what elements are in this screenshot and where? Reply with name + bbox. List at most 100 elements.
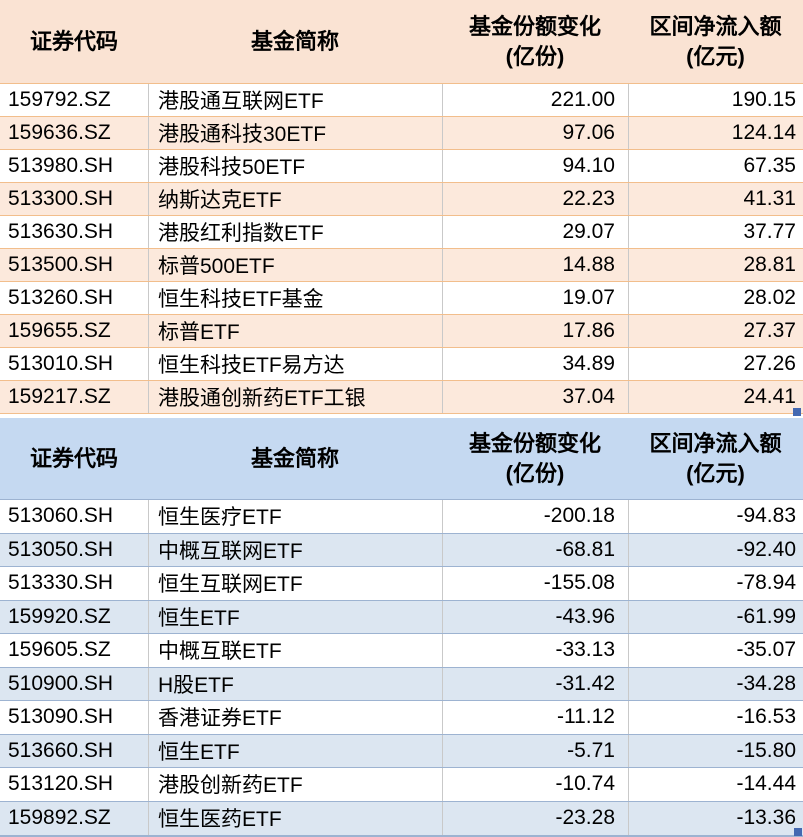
cell-share-change[interactable]: -31.42	[442, 667, 628, 700]
cell-security-code[interactable]: 513260.SH	[8, 286, 114, 309]
cell-fund-name[interactable]: 恒生科技ETF易方达	[148, 348, 442, 380]
cell-fund-name[interactable]: 恒生ETF	[148, 734, 442, 767]
cell-net-flow[interactable]: -16.53	[628, 701, 803, 734]
cell-net-flow[interactable]: 190.15	[628, 84, 803, 116]
cell-security-code[interactable]: 513980.SH	[8, 154, 114, 177]
table-row[interactable]: 513330.SH 恒生互联网ETF -155.08 -78.94	[0, 567, 803, 601]
cell-share-change[interactable]: 37.04	[442, 381, 628, 413]
cell-fund-name[interactable]: 香港证券ETF	[148, 701, 442, 734]
cell-net-flow[interactable]: 124.14	[628, 117, 803, 149]
table-row[interactable]: 159636.SZ 港股通科技30ETF 97.06 124.14	[0, 117, 803, 150]
table-row[interactable]: 513300.SH 纳斯达克ETF 22.23 41.31	[0, 183, 803, 216]
cell-security-code[interactable]: 513630.SH	[8, 220, 114, 243]
cell-security-code[interactable]: 513500.SH	[8, 253, 114, 276]
fill-handle-icon[interactable]	[794, 828, 802, 836]
table-row[interactable]: 159892.SZ 恒生医药ETF -23.28 -13.36	[0, 801, 803, 835]
cell-security-code[interactable]: 513120.SH	[8, 772, 114, 796]
cell-security-code[interactable]: 159792.SZ	[8, 88, 111, 111]
cell-net-flow[interactable]: 67.35	[628, 150, 803, 182]
cell-fund-name[interactable]: 港股通互联网ETF	[148, 84, 442, 116]
cell-net-flow[interactable]: 28.02	[628, 282, 803, 314]
cell-share-change[interactable]: 29.07	[442, 216, 628, 248]
cell-share-change[interactable]: 221.00	[442, 84, 628, 116]
cell-net-flow[interactable]: -15.80	[628, 734, 803, 767]
cell-fund-name[interactable]: 中概互联ETF	[148, 634, 442, 667]
cell-share-change[interactable]: -5.71	[442, 734, 628, 767]
table-row[interactable]: 159605.SZ 中概互联ETF -33.13 -35.07	[0, 634, 803, 668]
cell-net-flow[interactable]: -94.83	[628, 500, 803, 533]
cell-share-change[interactable]: 97.06	[442, 117, 628, 149]
table-row[interactable]: 513660.SH 恒生ETF -5.71 -15.80	[0, 734, 803, 768]
table-row[interactable]: 159655.SZ 标普ETF 17.86 27.37	[0, 315, 803, 348]
cell-security-code[interactable]: 159605.SZ	[8, 638, 111, 662]
cell-share-change[interactable]: 34.89	[442, 348, 628, 380]
table-row[interactable]: 513010.SH 恒生科技ETF易方达 34.89 27.26	[0, 348, 803, 381]
table-row[interactable]: 159217.SZ 港股通创新药ETF工银 37.04 24.41	[0, 381, 803, 414]
cell-fund-name[interactable]: 港股创新药ETF	[148, 768, 442, 801]
cell-fund-name[interactable]: 恒生ETF	[148, 600, 442, 633]
cell-fund-name[interactable]: 港股通科技30ETF	[148, 117, 442, 149]
cell-fund-name[interactable]: 恒生科技ETF基金	[148, 282, 442, 314]
cell-fund-name[interactable]: 恒生医疗ETF	[148, 500, 442, 533]
cell-net-flow[interactable]: 27.26	[628, 348, 803, 380]
cell-net-flow[interactable]: 41.31	[628, 183, 803, 215]
table-row[interactable]: 513500.SH 标普500ETF 14.88 28.81	[0, 249, 803, 282]
cell-share-change[interactable]: 22.23	[442, 183, 628, 215]
table-row[interactable]: 513980.SH 港股科技50ETF 94.10 67.35	[0, 150, 803, 183]
cell-fund-name[interactable]: H股ETF	[148, 667, 442, 700]
cell-net-flow[interactable]: -14.44	[628, 768, 803, 801]
cell-security-code[interactable]: 513060.SH	[8, 504, 114, 528]
table-row[interactable]: 513050.SH 中概互联网ETF -68.81 -92.40	[0, 533, 803, 567]
cell-share-change[interactable]: -155.08	[442, 567, 628, 600]
cell-security-code[interactable]: 159217.SZ	[8, 385, 111, 408]
cell-net-flow[interactable]: -92.40	[628, 533, 803, 566]
cell-share-change[interactable]: -33.13	[442, 634, 628, 667]
cell-fund-name[interactable]: 标普500ETF	[148, 249, 442, 281]
cell-security-code[interactable]: 513300.SH	[8, 187, 114, 210]
cell-share-change[interactable]: -23.28	[442, 801, 628, 835]
cell-fund-name[interactable]: 港股科技50ETF	[148, 150, 442, 182]
cell-security-code[interactable]: 159636.SZ	[8, 121, 111, 144]
cell-net-flow[interactable]: 28.81	[628, 249, 803, 281]
cell-security-code[interactable]: 159920.SZ	[8, 604, 111, 628]
fill-handle-icon[interactable]	[793, 408, 801, 416]
cell-share-change[interactable]: 14.88	[442, 249, 628, 281]
cell-share-change[interactable]: -10.74	[442, 768, 628, 801]
cell-security-code[interactable]: 513660.SH	[8, 738, 114, 762]
cell-net-flow[interactable]: 24.41	[628, 381, 803, 413]
cell-net-flow[interactable]: -61.99	[628, 600, 803, 633]
cell-net-flow[interactable]: -35.07	[628, 634, 803, 667]
cell-fund-name[interactable]: 港股红利指数ETF	[148, 216, 442, 248]
cell-share-change[interactable]: -68.81	[442, 533, 628, 566]
cell-fund-name[interactable]: 恒生互联网ETF	[148, 567, 442, 600]
cell-security-code[interactable]: 513050.SH	[8, 537, 114, 561]
cell-security-code[interactable]: 159655.SZ	[8, 319, 111, 342]
table-row[interactable]: 510900.SH H股ETF -31.42 -34.28	[0, 667, 803, 701]
cell-security-code[interactable]: 513330.SH	[8, 571, 114, 595]
cell-share-change[interactable]: -43.96	[442, 600, 628, 633]
cell-security-code[interactable]: 513010.SH	[8, 352, 114, 375]
cell-security-code[interactable]: 159892.SZ	[8, 806, 111, 830]
cell-net-flow[interactable]: 27.37	[628, 315, 803, 347]
cell-share-change[interactable]: -11.12	[442, 701, 628, 734]
cell-share-change[interactable]: 19.07	[442, 282, 628, 314]
table-row[interactable]: 513120.SH 港股创新药ETF -10.74 -14.44	[0, 768, 803, 802]
cell-share-change[interactable]: 17.86	[442, 315, 628, 347]
cell-fund-name[interactable]: 恒生医药ETF	[148, 801, 442, 835]
cell-share-change[interactable]: 94.10	[442, 150, 628, 182]
cell-fund-name[interactable]: 港股通创新药ETF工银	[148, 381, 442, 413]
cell-net-flow[interactable]: 37.77	[628, 216, 803, 248]
cell-net-flow[interactable]: -34.28	[628, 667, 803, 700]
cell-security-code[interactable]: 513090.SH	[8, 705, 114, 729]
cell-net-flow[interactable]: -78.94	[628, 567, 803, 600]
cell-fund-name[interactable]: 标普ETF	[148, 315, 442, 347]
table-row[interactable]: 513260.SH 恒生科技ETF基金 19.07 28.02	[0, 282, 803, 315]
table-row[interactable]: 159920.SZ 恒生ETF -43.96 -61.99	[0, 600, 803, 634]
cell-fund-name[interactable]: 中概互联网ETF	[148, 533, 442, 566]
table-row[interactable]: 513060.SH 恒生医疗ETF -200.18 -94.83	[0, 500, 803, 534]
table-row[interactable]: 159792.SZ 港股通互联网ETF 221.00 190.15	[0, 84, 803, 117]
cell-security-code[interactable]: 510900.SH	[8, 671, 114, 695]
table-row[interactable]: 513090.SH 香港证券ETF -11.12 -16.53	[0, 701, 803, 735]
cell-share-change[interactable]: -200.18	[442, 500, 628, 533]
table-row[interactable]: 513630.SH 港股红利指数ETF 29.07 37.77	[0, 216, 803, 249]
